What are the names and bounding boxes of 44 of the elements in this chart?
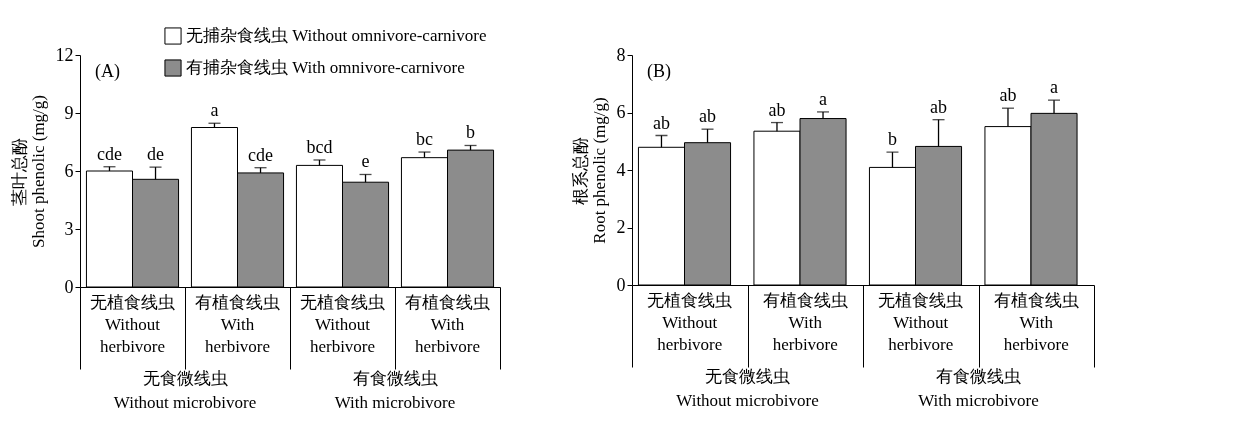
- text: 无食微线虫 Without microbivore: [113, 369, 257, 412]
- y-tick-label: 12: [55, 44, 74, 65]
- data-label: cde: [96, 143, 122, 164]
- y-tick-label: 6: [64, 160, 74, 181]
- legend-label: 有捕杂食线虫 With omnivore-carnivore: [186, 58, 465, 77]
- data-label: a: [210, 100, 219, 121]
- x-tick-label: 有植食线虫 With herbivore: [195, 293, 280, 356]
- data-label: de: [147, 144, 165, 165]
- data-label: ab: [999, 85, 1017, 106]
- data-label: a: [819, 88, 828, 109]
- y-tick-label: 4: [616, 159, 626, 180]
- data-label: ab: [768, 99, 786, 120]
- chart-title: (A): [95, 61, 120, 82]
- data-label: b: [887, 129, 897, 150]
- y-axis-title: 根系总酚 Root phenolic (mg/g): [570, 97, 609, 244]
- x-tick-label: 无植食线虫 Without herbivore: [647, 291, 733, 354]
- data-label: ab: [930, 96, 948, 117]
- y-tick-label: 2: [616, 217, 626, 237]
- x-tick-label: 无植食线虫 Without herbivore: [300, 293, 385, 356]
- text: 有食微线虫 With microbivore: [918, 367, 1039, 410]
- data-label: ab: [699, 106, 717, 127]
- x-tick-label: 有植食线虫 With herbivore: [762, 291, 848, 354]
- y-tick-label: 8: [616, 44, 626, 65]
- legend-label: 无捕杂食线虫 Without omnivore-carnivore: [186, 26, 487, 45]
- y-tick-label: 9: [64, 102, 74, 123]
- data-label: e: [361, 151, 370, 172]
- x-tick-label: 无植食线虫 Without herbivore: [90, 293, 175, 356]
- y-tick-label: 0: [64, 276, 74, 297]
- data-label: bc: [415, 129, 433, 150]
- data-label: a: [1050, 77, 1059, 98]
- text: 有食微线虫 With microbivore: [334, 369, 456, 412]
- x-tick-label: 有植食线虫 With herbivore: [993, 291, 1079, 354]
- x-tick-label: 有植食线虫 With herbivore: [405, 293, 490, 356]
- y-axis-title: 茎叶总酚 Shoot phenolic (mg/g): [9, 95, 48, 248]
- data-label: bcd: [306, 136, 333, 157]
- text: 无食微线虫 Without microbivore: [676, 367, 819, 410]
- data-label: cde: [248, 144, 274, 165]
- data-label: b: [466, 122, 476, 143]
- y-tick-label: 0: [616, 274, 626, 295]
- x-tick-label: 无植食线虫 Without herbivore: [878, 291, 964, 354]
- data-label: ab: [652, 112, 670, 133]
- y-tick-label: 3: [64, 218, 74, 239]
- chart-title: (B): [647, 61, 671, 82]
- y-tick-label: 6: [616, 102, 626, 122]
